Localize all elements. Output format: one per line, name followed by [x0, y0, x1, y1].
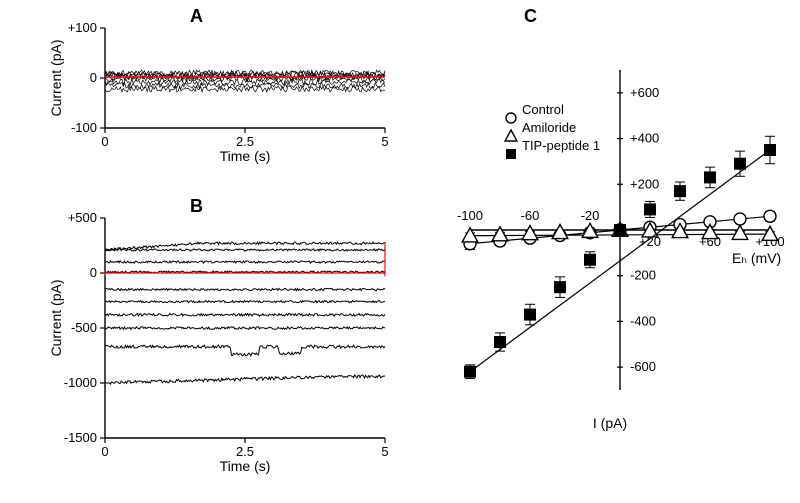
- panel-c-ylabel: I (pA): [580, 415, 640, 431]
- svg-text:0: 0: [90, 265, 97, 280]
- svg-text:2.5: 2.5: [236, 134, 254, 149]
- panel-a-xlabel: Time (s): [105, 148, 385, 164]
- svg-text:-600: -600: [630, 359, 656, 374]
- svg-text:0: 0: [101, 134, 108, 149]
- svg-text:-1000: -1000: [64, 375, 97, 390]
- panel-b-xlabel: Time (s): [105, 458, 385, 474]
- svg-text:+200: +200: [630, 176, 659, 191]
- legend-item: Control: [500, 100, 600, 118]
- panel-a-ylabel: Current (pA): [48, 28, 64, 128]
- svg-text:-500: -500: [71, 320, 97, 335]
- svg-text:-60: -60: [521, 208, 540, 223]
- panel-c-xlabel: Eₕ (mV): [732, 250, 800, 267]
- svg-text:0: 0: [101, 444, 108, 459]
- legend-label: Amiloride: [522, 120, 576, 135]
- svg-text:+100: +100: [68, 20, 97, 35]
- svg-text:-100: -100: [71, 120, 97, 135]
- panel-b-chart: -1500 -1000 -500 0 +500 0 2.5 5: [55, 208, 405, 478]
- svg-text:2.5: 2.5: [236, 444, 254, 459]
- svg-text:-1500: -1500: [64, 430, 97, 445]
- svg-text:-20: -20: [581, 208, 600, 223]
- legend-label: Control: [522, 102, 564, 117]
- svg-text:+600: +600: [630, 85, 659, 100]
- svg-text:-200: -200: [630, 268, 656, 283]
- svg-text:+400: +400: [630, 131, 659, 146]
- svg-text:-100: -100: [457, 208, 483, 223]
- panel-b-ylabel: Current (pA): [48, 258, 64, 378]
- svg-text:5: 5: [381, 444, 388, 459]
- legend-label: TIP-peptide 1: [522, 138, 600, 153]
- svg-text:-400: -400: [630, 313, 656, 328]
- svg-text:0: 0: [90, 70, 97, 85]
- panel-label-c: C: [524, 6, 537, 27]
- panel-a-chart: -100 0 +100 0 2.5 5: [55, 18, 405, 168]
- figure-root: A B C -1000+10002.55 Current (pA) Time (…: [0, 0, 800, 503]
- svg-text:5: 5: [381, 134, 388, 149]
- panel-c-legend: Control Amiloride TIP-peptide 1: [500, 100, 600, 154]
- svg-text:+500: +500: [68, 210, 97, 225]
